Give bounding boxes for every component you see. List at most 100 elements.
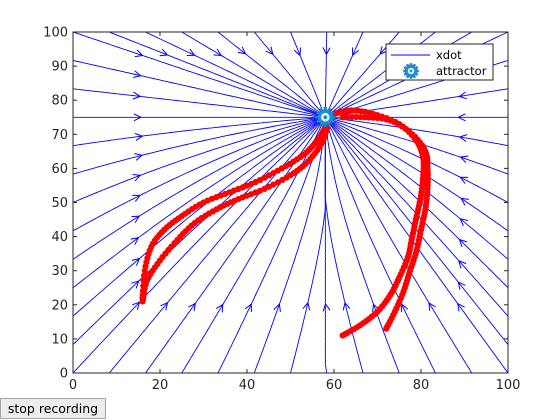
streamline-arrow bbox=[130, 237, 140, 245]
streamline bbox=[73, 59, 319, 117]
streamline-arrow bbox=[302, 301, 311, 311]
demonstration-point bbox=[270, 181, 277, 188]
streamline bbox=[253, 121, 326, 373]
streamline-arrow bbox=[379, 46, 388, 55]
x-tick-label: 60 bbox=[326, 378, 343, 393]
streamline bbox=[73, 119, 322, 317]
streamline bbox=[217, 32, 321, 114]
streamline bbox=[109, 32, 322, 117]
streamline-arrow bbox=[293, 47, 302, 57]
demonstration-point bbox=[369, 114, 377, 121]
streamline-arrow bbox=[134, 49, 144, 58]
streamline-arrow bbox=[322, 302, 331, 312]
y-tick-label: 50 bbox=[51, 196, 68, 211]
attractor-layer bbox=[315, 107, 336, 128]
demonstration-point bbox=[339, 114, 346, 121]
demonstrations-layer bbox=[139, 107, 431, 339]
streamline bbox=[73, 88, 319, 117]
streamline-arrow bbox=[134, 133, 144, 141]
y-tick-label: 10 bbox=[51, 332, 68, 347]
streamline bbox=[73, 120, 322, 345]
streamline-arrow bbox=[459, 217, 469, 227]
axis-ticks: 0 20 40 60 80 100 0 10 20 30 40 50 60 70 80 90 100 bbox=[43, 26, 520, 394]
gear-icon bbox=[403, 63, 419, 79]
streamline bbox=[326, 32, 364, 114]
streamline-arrow bbox=[159, 48, 169, 57]
legend-label-xdot: xdot bbox=[436, 48, 462, 62]
streamline bbox=[108, 120, 323, 373]
streamline bbox=[73, 32, 321, 116]
streamline-arrow bbox=[458, 134, 468, 142]
stop-recording-button[interactable]: stop recording bbox=[0, 398, 106, 419]
y-tick-label: 90 bbox=[51, 60, 68, 75]
streamline-arrow bbox=[457, 302, 465, 312]
y-tick-label: 60 bbox=[51, 162, 68, 177]
x-tick-label: 100 bbox=[496, 378, 521, 393]
legend-gear-icon bbox=[403, 63, 419, 79]
streamline-arrow bbox=[459, 155, 469, 164]
streamline-arrow bbox=[160, 301, 169, 311]
streamline bbox=[326, 121, 473, 373]
streamline-arrow bbox=[458, 238, 468, 248]
streamline bbox=[73, 117, 321, 147]
legend: xdot attractor bbox=[385, 43, 494, 81]
streamline-arrow bbox=[265, 46, 274, 56]
streamline-arrow bbox=[133, 113, 143, 122]
streamline bbox=[324, 32, 328, 114]
streamline bbox=[73, 119, 321, 260]
streamline-arrow bbox=[131, 257, 141, 266]
streamline-arrow bbox=[132, 174, 142, 182]
streamline bbox=[290, 32, 325, 114]
streamline-arrow bbox=[351, 47, 360, 57]
demonstration-point bbox=[374, 115, 381, 122]
streamline-arrow bbox=[401, 303, 409, 313]
streamline-arrow bbox=[131, 215, 141, 224]
streamline bbox=[217, 120, 325, 373]
streamline-arrow bbox=[134, 153, 144, 161]
streamline bbox=[73, 118, 322, 232]
streamline-arrow bbox=[457, 281, 466, 290]
legend-label-attractor: attractor bbox=[436, 64, 487, 78]
streamline-arrow bbox=[132, 70, 142, 78]
y-tick-label: 40 bbox=[51, 230, 68, 245]
y-tick-label: 70 bbox=[51, 128, 68, 143]
streamline-arrow bbox=[460, 197, 469, 206]
x-tick-label: 0 bbox=[69, 378, 77, 393]
streamline-arrow bbox=[322, 47, 331, 56]
streamline-arrow bbox=[459, 176, 469, 184]
y-tick-label: 20 bbox=[51, 298, 68, 313]
streamline bbox=[326, 121, 436, 373]
streamline-arrow bbox=[237, 46, 247, 55]
streamline bbox=[331, 117, 508, 147]
streamline-arrow bbox=[132, 301, 141, 310]
streamline bbox=[73, 117, 322, 175]
streamline-arrow bbox=[342, 301, 351, 311]
y-tick-label: 100 bbox=[43, 26, 68, 41]
streamline bbox=[327, 119, 508, 317]
streamline-arrow bbox=[428, 301, 436, 311]
streamline-arrow bbox=[458, 91, 467, 100]
y-tick-label: 30 bbox=[51, 264, 68, 279]
streamline bbox=[73, 119, 322, 289]
streamline-arrow bbox=[131, 280, 140, 289]
axes-background bbox=[73, 32, 508, 373]
attractor-gear-icon bbox=[315, 107, 336, 128]
demonstration-point bbox=[378, 115, 386, 122]
streamline-arrow bbox=[457, 113, 466, 122]
streamline-arrow bbox=[273, 303, 281, 312]
streamline bbox=[325, 122, 400, 373]
x-tick-label: 40 bbox=[239, 378, 256, 393]
streamline bbox=[181, 32, 322, 116]
streamline-arrow bbox=[132, 194, 142, 202]
streamline bbox=[73, 120, 323, 373]
y-tick-label: 80 bbox=[51, 94, 68, 109]
y-tick-label: 0 bbox=[60, 367, 68, 382]
streamline bbox=[145, 32, 320, 116]
streamline-arrow bbox=[216, 303, 224, 313]
streamline-arrow bbox=[132, 91, 142, 100]
streamline-arrow bbox=[186, 48, 196, 56]
streamline bbox=[253, 32, 324, 115]
streamline bbox=[73, 118, 320, 203]
streamline-arrow bbox=[213, 48, 223, 57]
